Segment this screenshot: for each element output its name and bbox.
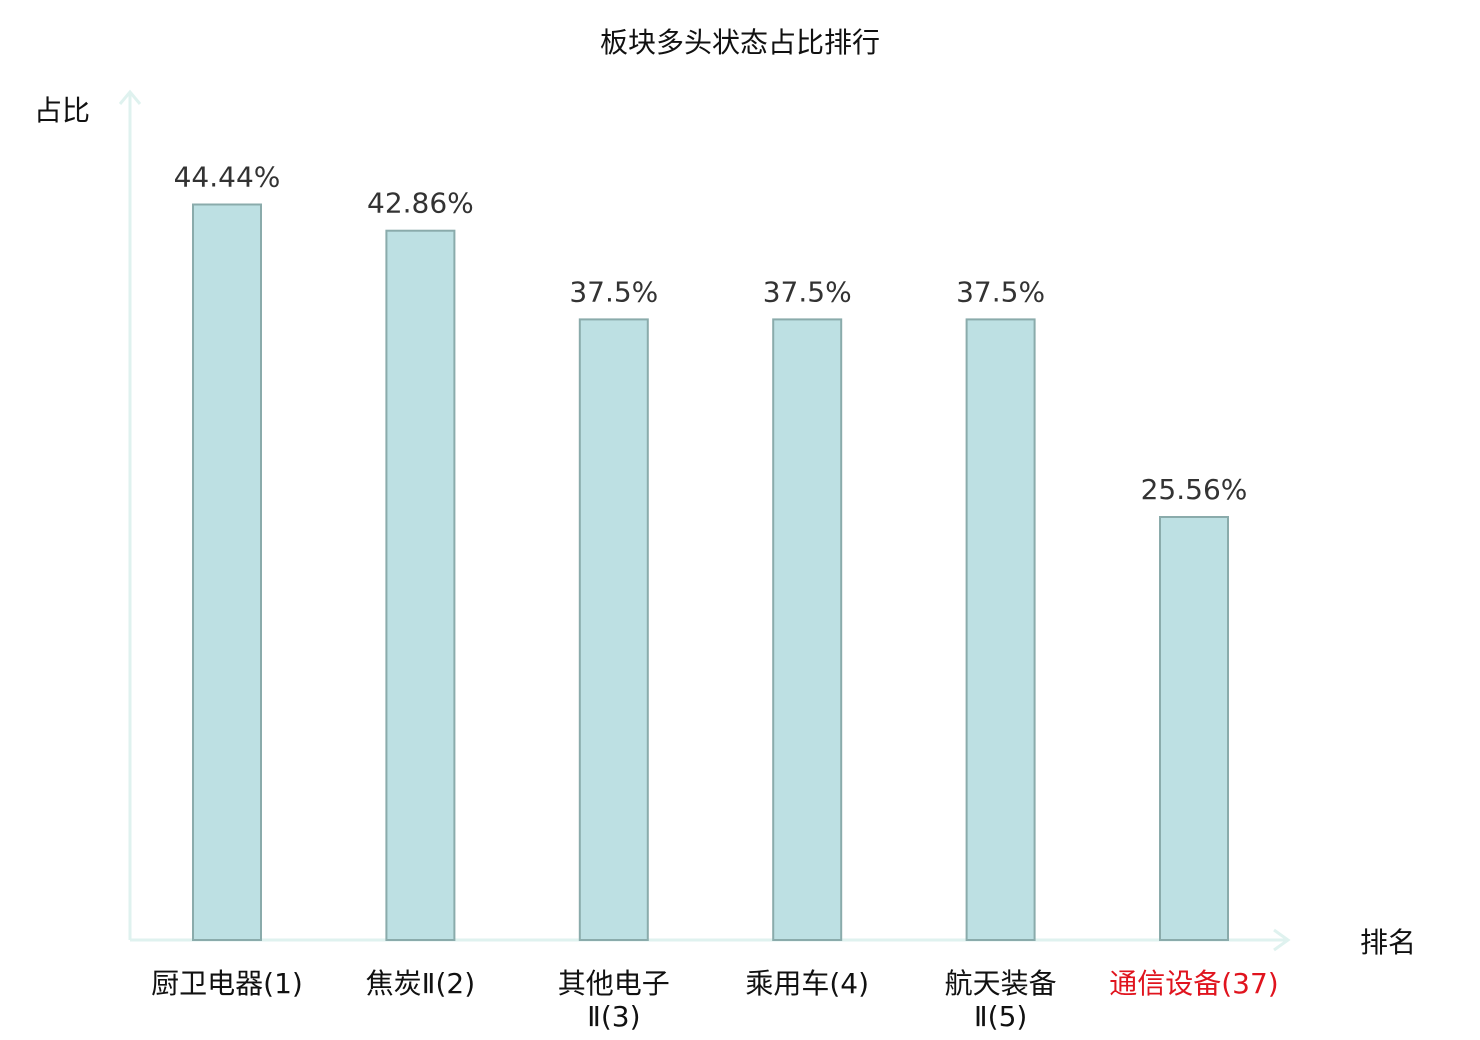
- value-label: 25.56%: [1141, 473, 1248, 506]
- bar: [965, 318, 1036, 941]
- y-axis: [118, 89, 142, 940]
- value-label: 44.44%: [174, 161, 281, 194]
- category-label: Ⅱ(3): [587, 1000, 640, 1033]
- bar: [772, 318, 843, 941]
- category-label: 其他电子: [558, 967, 670, 1000]
- value-labels-layer: 44.44% 42.86% 37.5% 37.5% 37.5% 25.56%: [174, 161, 1248, 507]
- category-label: Ⅱ(5): [974, 1000, 1027, 1033]
- x-axis-title: 排名: [1360, 926, 1416, 959]
- category-label: 厨卫电器(1): [151, 967, 303, 1000]
- bar: [385, 229, 456, 941]
- bars-layer: [192, 203, 1229, 941]
- category-label: 航天装备: [945, 967, 1057, 1000]
- value-label: 42.86%: [367, 187, 474, 220]
- bar: [192, 203, 262, 941]
- bar: [578, 318, 649, 941]
- category-label: 乘用车(4): [745, 967, 869, 1000]
- x-axis: [130, 928, 1291, 952]
- value-label: 37.5%: [956, 275, 1045, 308]
- value-label: 37.5%: [569, 275, 658, 308]
- category-label: 通信设备(37): [1109, 967, 1278, 1000]
- chart-title: 板块多头状态占比排行: [600, 26, 880, 59]
- category-label: 焦炭Ⅱ(2): [366, 967, 475, 1000]
- value-label: 37.5%: [763, 275, 852, 308]
- y-axis-title: 占比: [34, 94, 90, 127]
- bar: [1159, 516, 1229, 941]
